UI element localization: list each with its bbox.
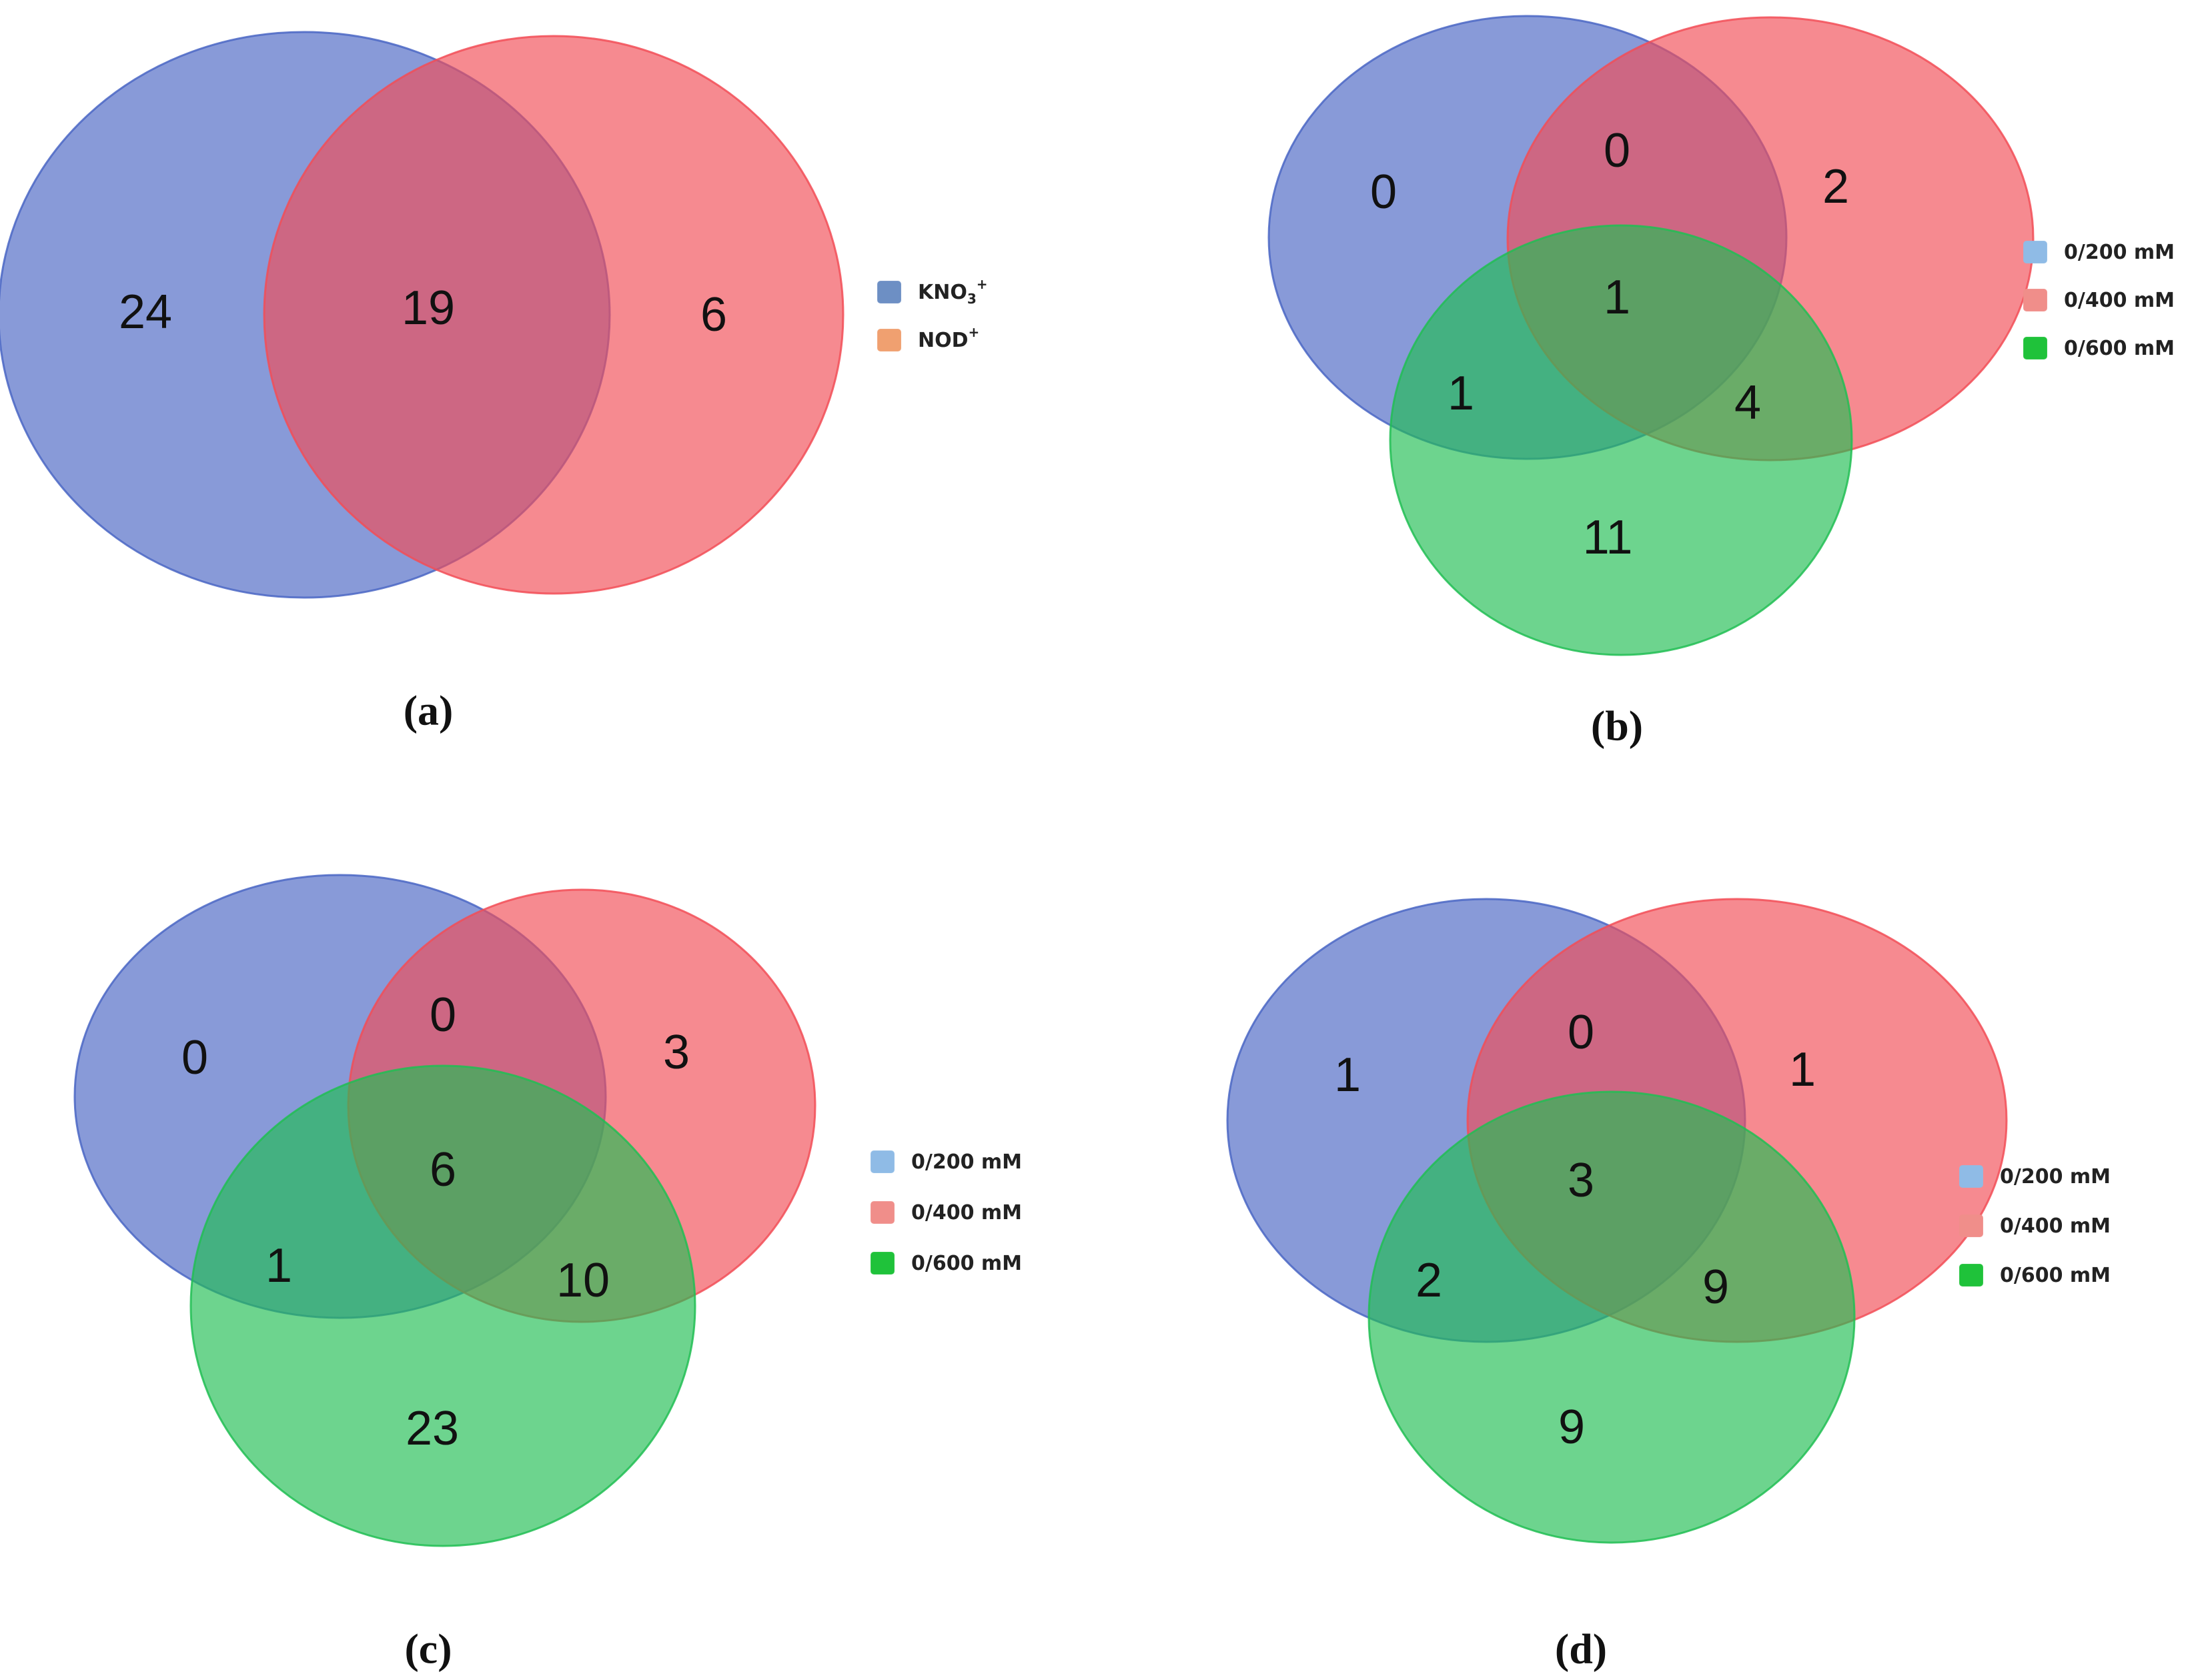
count-only3: 23 — [406, 1402, 459, 1455]
count-both23: 10 — [556, 1254, 610, 1307]
legend: 0/200 mM 0/400 mM 0/600 mM — [1959, 1165, 2111, 1287]
legend-swatch — [877, 281, 901, 303]
set-circle-3 — [189, 1064, 696, 1547]
legend-swatch — [871, 1252, 895, 1275]
legend-swatch — [2023, 289, 2047, 311]
legend-swatch — [871, 1150, 895, 1173]
count-only3: 9 — [1558, 1401, 1585, 1454]
count-only2: 6 — [700, 288, 727, 341]
count-all: 3 — [1568, 1154, 1594, 1207]
legend-label: KNO3+ — [918, 276, 988, 307]
venn-panel-c: 0 0 3 6 1 10 23 0/200 mM 0/400 mM 0/600 mM (c) — [73, 874, 1022, 1673]
legend-label: 0/600 mM — [2000, 1264, 2111, 1287]
count-only3: 11 — [1583, 511, 1633, 564]
panel-caption: (c) — [404, 1625, 452, 1673]
set-circle-3 — [1367, 1090, 1856, 1544]
legend-label: 0/200 mM — [911, 1150, 1022, 1174]
legend-swatch — [1959, 1214, 1983, 1237]
count-both13: 1 — [265, 1239, 292, 1293]
legend-label: 0/600 mM — [2064, 337, 2175, 360]
count-only2: 1 — [1789, 1043, 1816, 1096]
panel-caption: (a) — [404, 687, 454, 734]
panel-caption: (b) — [1591, 702, 1643, 750]
count-only1: 0 — [1370, 165, 1397, 219]
venn-panel-a: 24 19 6 KNO3+ NOD+ (a) — [0, 31, 988, 734]
legend-label: NOD+ — [918, 324, 979, 352]
set-circle-3 — [1389, 224, 1853, 656]
venn-panel-d: 1 0 1 3 2 9 9 0/200 mM 0/400 mM 0/600 mM (d) — [1226, 898, 2111, 1673]
legend-label: 0/200 mM — [2064, 241, 2175, 264]
legend-label: 0/200 mM — [2000, 1165, 2111, 1188]
count-only1: 0 — [181, 1031, 208, 1084]
set-circle-2 — [263, 35, 845, 595]
legend-swatch — [2023, 337, 2047, 359]
count-both23: 9 — [1702, 1261, 1729, 1314]
legend: 0/200 mM 0/400 mM 0/600 mM — [871, 1150, 1022, 1275]
legend-label: 0/600 mM — [911, 1252, 1022, 1275]
count-only2: 2 — [1822, 160, 1849, 213]
count-both12: 19 — [402, 281, 455, 335]
legend-swatch — [1959, 1165, 1983, 1188]
legend: 0/200 mM 0/400 mM 0/600 mM — [2023, 241, 2175, 360]
panel-caption: (d) — [1555, 1625, 1607, 1673]
count-all: 1 — [1604, 271, 1630, 324]
count-both13: 1 — [1448, 367, 1474, 420]
count-only1: 24 — [119, 285, 172, 339]
legend-label: 0/400 mM — [2000, 1214, 2111, 1238]
count-both12: 0 — [1568, 1006, 1594, 1059]
count-only1: 1 — [1334, 1048, 1361, 1102]
count-both12: 0 — [430, 988, 456, 1042]
legend-label: 0/400 mM — [2064, 289, 2175, 312]
legend: KNO3+ NOD+ — [877, 276, 988, 352]
legend-swatch — [1959, 1264, 1983, 1287]
legend-swatch — [2023, 241, 2047, 263]
count-both12: 0 — [1604, 124, 1630, 177]
count-both13: 2 — [1416, 1254, 1442, 1307]
count-all: 6 — [430, 1143, 456, 1196]
count-both23: 4 — [1734, 376, 1761, 430]
legend-label: 0/400 mM — [911, 1201, 1022, 1224]
legend-swatch — [871, 1201, 895, 1224]
legend-swatch — [877, 329, 901, 351]
count-only2: 3 — [663, 1026, 690, 1079]
